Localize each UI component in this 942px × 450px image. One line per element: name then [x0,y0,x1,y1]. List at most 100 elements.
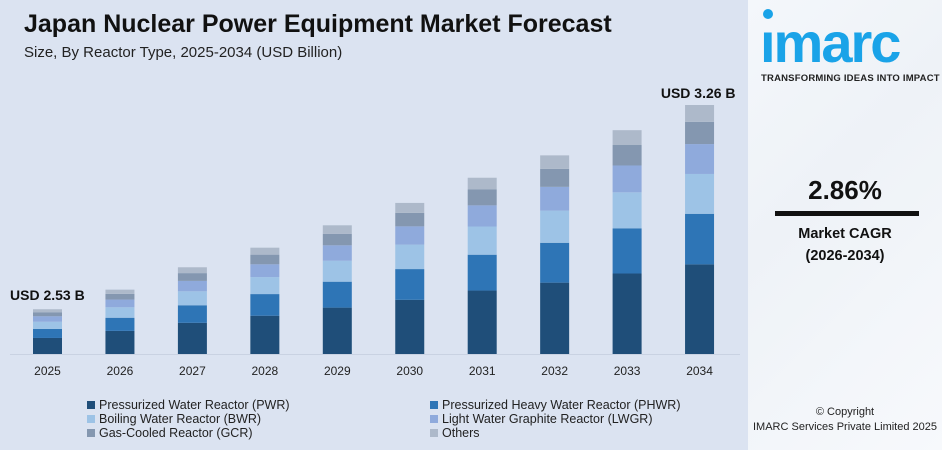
bar-segment-2030-5 [395,202,425,213]
bar-segment-2032-3 [540,186,570,211]
bar-segment-2028-2 [250,277,280,295]
legend-swatch [87,401,95,409]
x-tick-label: 2033 [614,364,641,378]
bar-segment-2031-2 [467,226,497,255]
tagline: TRANSFORMING IDEAS INTO IMPACT [761,73,940,84]
legend-label: Gas-Cooled Reactor (GCR) [99,426,253,440]
bar-segment-2029-5 [322,225,352,234]
bar-segment-2025-0 [33,337,62,354]
bar-segment-2026-2 [105,307,135,318]
bar-segment-2033-0 [612,273,642,354]
legend-item: Gas-Cooled Reactor (GCR) [87,426,253,440]
legend-label: Light Water Graphite Reactor (LWGR) [442,412,653,426]
x-tick-label: 2026 [107,364,134,378]
bar-segment-2032-0 [540,282,570,354]
bar-segment-2029-3 [322,245,352,261]
x-tick-label: 2031 [469,364,496,378]
bar-segment-2026-0 [105,330,135,354]
legend-label: Pressurized Heavy Water Reactor (PHWR) [442,398,681,412]
bar-segment-2031-1 [467,254,497,291]
bar-segment-2031-4 [467,189,497,206]
bar-segment-2025-1 [33,328,62,338]
legend-label: Others [442,426,480,440]
total-annotation: USD 2.53 B [10,287,85,303]
bar-segment-2034-4 [685,121,715,145]
copyright: © Copyright [815,406,875,418]
bar-segment-2028-4 [250,254,280,265]
total-annotation: USD 3.26 B [661,85,736,101]
bar-segment-2030-3 [395,226,425,245]
bar-segment-2030-4 [395,212,425,227]
cagr-period: (2026-2034) [805,248,885,264]
x-tick-label: 2034 [686,364,713,378]
legend-swatch [430,415,438,423]
bar-segment-2032-2 [540,210,570,243]
bar-segment-2026-1 [105,317,135,331]
bar-segment-2028-5 [250,247,280,255]
bar-segment-2027-4 [177,273,207,281]
bar-segment-2032-4 [540,168,570,187]
bar-segment-2027-3 [177,280,207,292]
bar-segment-2030-0 [395,299,425,354]
x-tick-label: 2032 [541,364,568,378]
bar-segment-2029-2 [322,260,352,282]
legend-swatch [430,401,438,409]
bar-segment-2027-1 [177,305,207,323]
bar-segment-2028-3 [250,264,280,278]
x-tick-label: 2028 [251,364,278,378]
bar-segment-2033-3 [612,165,642,193]
bar-segment-2033-5 [612,130,642,146]
bar-segment-2033-4 [612,145,642,166]
bar-segment-2026-5 [105,289,135,294]
bar-segment-2028-0 [250,315,280,354]
bar-segment-2032-5 [540,155,570,169]
x-tick-label: 2030 [396,364,423,378]
chart-title: Japan Nuclear Power Equipment Market For… [24,10,612,38]
legend-swatch [87,429,95,437]
bar-segment-2030-2 [395,244,425,270]
x-tick-label: 2025 [34,364,61,378]
logo-text: ımarc [760,11,900,70]
bar-segment-2027-5 [177,267,207,274]
bar-segment-2027-0 [177,322,207,354]
legend-item: Boiling Water Reactor (BWR) [87,412,261,426]
bar-segment-2033-1 [612,228,642,274]
bar-segment-2033-2 [612,192,642,229]
x-tick-label: 2029 [324,364,351,378]
bar-segment-2026-4 [105,293,135,300]
legend-item: Light Water Graphite Reactor (LWGR) [430,412,652,426]
bar-segment-2029-4 [322,233,352,246]
copyright-owner: IMARC Services Private Limited 2025 [752,421,937,433]
bar-segment-2025-4 [33,312,62,317]
bar-segment-2029-1 [322,281,352,308]
legend-label: Pressurized Water Reactor (PWR) [99,398,290,412]
bar-segment-2025-3 [33,316,62,322]
bar-segment-2026-3 [105,299,135,308]
chart-subtitle: Size, By Reactor Type, 2025-2034 (USD Bi… [24,44,343,61]
legend-swatch [430,429,438,437]
bar-segment-2034-1 [685,213,715,265]
bar-segment-2025-5 [33,309,62,313]
imarc-logo: ımarc [760,9,902,70]
bar-segment-2031-3 [467,205,497,227]
legend-item: Pressurized Heavy Water Reactor (PHWR) [430,398,680,412]
x-tick-label: 2027 [179,364,206,378]
bar-segment-2031-5 [467,177,497,190]
bar-segment-2027-2 [177,291,207,306]
legend-item: Others [430,426,480,440]
bar-segment-2029-0 [322,307,352,354]
bar-segment-2034-0 [685,264,715,354]
cagr-label: Market CAGR [798,226,892,242]
bar-segment-2025-2 [33,321,62,329]
stacked-bar-chart: 2025 2026 2027 2028 2029 2030 2031 2032 2033 2034… [10,85,740,378]
bar-segment-2030-1 [395,269,425,300]
brand-sidebar: ımarc TRANSFORMING IDEAS INTO IMPACT 2.8… [748,0,942,450]
bar-segment-2034-5 [685,105,715,122]
cagr-value: 2.86% [808,175,882,205]
legend-item: Pressurized Water Reactor (PWR) [87,398,290,412]
legend-swatch [87,415,95,423]
legend-label: Boiling Water Reactor (BWR) [99,412,262,426]
bar-segment-2032-1 [540,242,570,283]
bar-segment-2031-0 [467,290,497,354]
cagr-divider [775,211,919,216]
